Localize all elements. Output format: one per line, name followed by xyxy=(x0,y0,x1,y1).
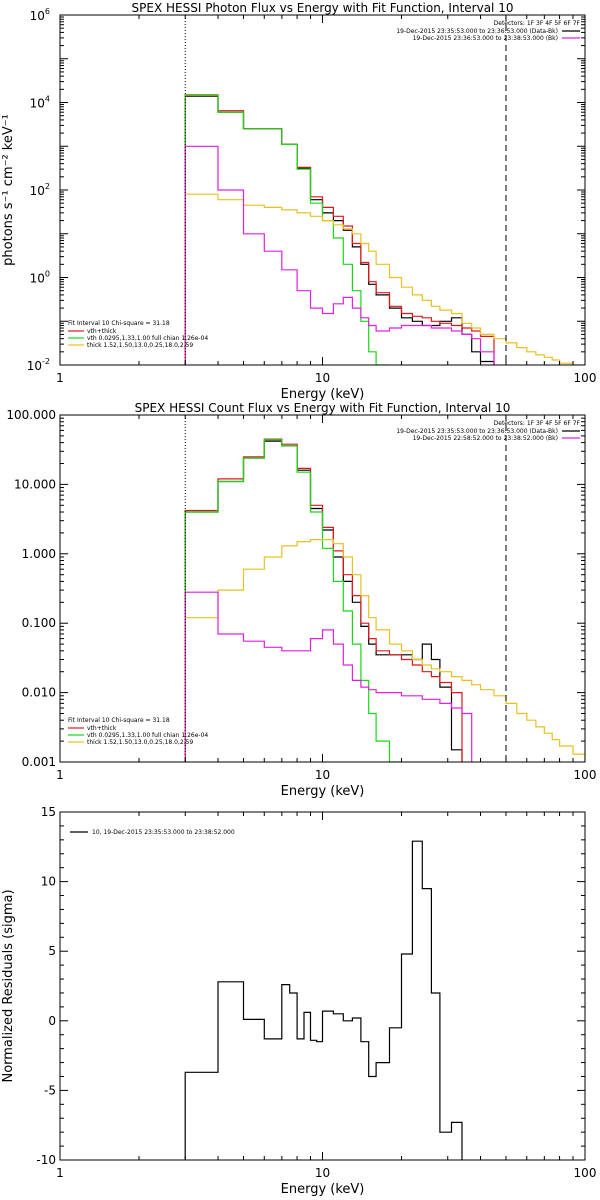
x-tick-label: 1 xyxy=(56,371,64,385)
x-tick-label: 1 xyxy=(56,1166,64,1180)
legend-header: Detectors: 1F 3F 4F 5F 6F 7F xyxy=(494,20,581,27)
series-line-bk xyxy=(184,591,473,762)
x-axis-label: Energy (keV) xyxy=(281,1182,365,1197)
y-tick-base: 10 xyxy=(30,272,45,286)
y-tick-exponent: 6 xyxy=(45,7,50,16)
legend-entry-label: 19-Dec-2015 23:35:53.000 to 23:36:53.000… xyxy=(396,428,558,435)
y-tick-label: 0 xyxy=(48,1014,56,1028)
y-tick-label: 106 xyxy=(30,7,50,23)
y-tick-label: 102 xyxy=(30,182,50,198)
plot-frame xyxy=(59,811,586,1161)
fit-legend-header: Fit Interval 10 Chi-square = 31.18 xyxy=(68,717,170,724)
legend-entry-label: 19-Dec-2015 23:35:53.000 to 23:36:53.000… xyxy=(396,28,558,35)
y-tick-label: -5 xyxy=(44,1083,56,1097)
fit-legend-label: vth 0.0295,1.33,1.00 full chian 1.26e-04 xyxy=(87,732,208,739)
series-line-thick xyxy=(184,539,585,762)
chart-title: SPEX HESSI Count Flux vs Energy with Fit… xyxy=(135,401,511,415)
plot-area xyxy=(184,840,463,1160)
legend-entry-label: 19-Dec-2015 23:36:53.000 to 23:38:53.000… xyxy=(413,35,558,42)
y-tick-base: 10 xyxy=(30,9,45,23)
series-line-thick xyxy=(184,193,585,365)
series-line-data xyxy=(184,440,463,762)
y-tick-label: 100 xyxy=(30,270,50,286)
y-tick-label: 100.000 xyxy=(6,408,56,422)
x-axis-label: Energy (keV) xyxy=(281,387,365,402)
series-line-total xyxy=(184,438,463,762)
y-tick-label: 15 xyxy=(41,805,56,819)
y-tick-base: 10 xyxy=(30,97,45,111)
x-tick-label: 100 xyxy=(574,371,597,385)
fit-legend-label: vth 0.0295,1.33,1.00 full chian 1.26e-04 xyxy=(87,335,208,342)
y-tick-label: 10.000 xyxy=(14,477,56,491)
y-tick-label: 1.000 xyxy=(22,547,56,561)
legend-entry-label: 10, 19-Dec-2015 23:35:53.000 to 23:38:52… xyxy=(92,829,235,836)
fit-legend-label: vth+thick xyxy=(87,328,117,335)
y-tick-exponent: 0 xyxy=(45,270,50,279)
y-tick-label: 0.010 xyxy=(22,686,56,700)
y-tick-exponent: -2 xyxy=(42,357,50,366)
legend-entry-label: 19-Dec-2015 22:58:52.000 to 23:38:52.000… xyxy=(413,435,558,442)
y-tick-exponent: 2 xyxy=(45,182,50,191)
fit-legend-label: thick 1.52,1.50,13.0,0.25,18.0,2.59 xyxy=(87,739,193,746)
x-tick-label: 10 xyxy=(315,768,330,782)
y-axis-label: Normalized Residuals (sigma) xyxy=(1,889,16,1082)
series-line-data xyxy=(184,95,495,365)
series-line-vth xyxy=(184,439,403,762)
y-axis-label: photons s⁻¹ cm⁻² keV⁻¹ xyxy=(1,114,16,266)
fit-legend-header: Fit Interval 10 Chi-square = 31.18 xyxy=(68,320,170,327)
y-tick-base: 10 xyxy=(30,184,45,198)
y-tick-label: -10 xyxy=(36,1153,56,1167)
series-line-resid xyxy=(184,840,463,1160)
legend-header: Detectors: 1F 3F 4F 5F 6F 7F xyxy=(494,420,581,427)
plot-area xyxy=(184,438,585,762)
y-tick-label: 0.001 xyxy=(22,755,56,769)
series-line-vth xyxy=(184,94,391,365)
series-line-bk xyxy=(184,145,495,365)
x-tick-label: 100 xyxy=(574,1166,597,1180)
x-tick-label: 10 xyxy=(315,371,330,385)
plot-area xyxy=(184,94,585,365)
y-tick-label: 10 xyxy=(41,875,56,889)
x-axis-label: Energy (keV) xyxy=(281,784,365,799)
chart-panel-2: 1 10 100 0.001 0.010 0.100 1.000 10.000 100.000 S… xyxy=(6,401,597,799)
chart-title: SPEX HESSI Photon Flux vs Energy with Fi… xyxy=(132,1,514,15)
fit-legend-label: thick 1.52,1.50,13.0,0.25,18.0,2.59 xyxy=(87,342,193,349)
y-tick-exponent: 4 xyxy=(45,95,50,104)
chart-panel-3: 1 10 100 -10 -5 0 5 10 15 Energy (keV) Normalized … xyxy=(1,805,597,1197)
y-tick-label: 5 xyxy=(48,944,56,958)
series-line-total xyxy=(184,94,495,365)
x-tick-label: 1 xyxy=(56,768,64,782)
y-tick-base: 10 xyxy=(27,359,42,373)
fit-legend-label: vth+thick xyxy=(87,725,117,732)
y-tick-label: 10-2 xyxy=(27,357,50,373)
x-tick-label: 100 xyxy=(574,768,597,782)
y-tick-label: 0.100 xyxy=(22,616,56,630)
y-tick-label: 104 xyxy=(30,95,50,111)
x-tick-label: 10 xyxy=(315,1166,330,1180)
